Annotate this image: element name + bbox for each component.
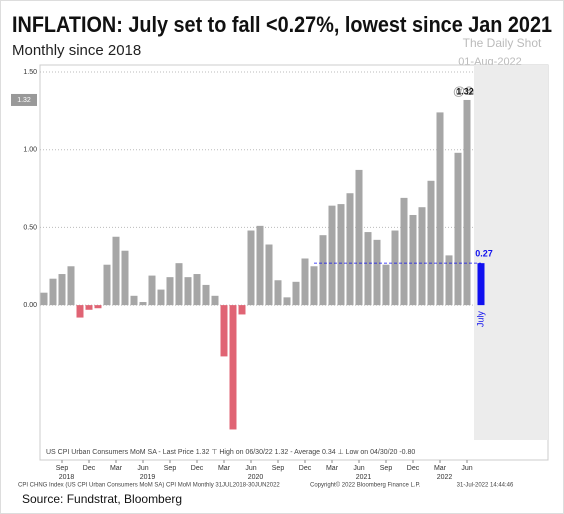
bar (220, 305, 228, 357)
x-tick-label: Jun (137, 465, 148, 472)
bar (346, 193, 354, 306)
bar (76, 305, 84, 318)
x-year-label: 2021 (356, 474, 372, 481)
x-tick-label: Dec (191, 465, 204, 472)
bar (202, 284, 210, 306)
source: Source: Fundstrat, Bloomberg (22, 492, 182, 506)
bar (184, 277, 192, 306)
chart-subtitle: Monthly since 2018 (12, 42, 141, 59)
x-year-label: 2020 (248, 474, 264, 481)
x-tick-label: Dec (299, 465, 312, 472)
bar (130, 295, 138, 306)
bar (409, 214, 417, 306)
bar (477, 263, 485, 306)
bar (175, 263, 183, 306)
bar (103, 264, 111, 306)
bar (292, 281, 300, 306)
forecast-area (474, 65, 548, 440)
bar (229, 305, 237, 430)
bar (112, 236, 120, 306)
x-tick-label: Sep (380, 465, 393, 472)
x-tick-label: July (475, 311, 485, 328)
chart-title: INFLATION: July set to fall <0.27%, lowe… (12, 12, 552, 37)
last-price-label: 1.32 (17, 97, 31, 104)
bar (247, 230, 255, 306)
x-tick-label: Jun (353, 465, 364, 472)
watermark: The Daily Shot (463, 36, 542, 50)
bar (373, 239, 381, 306)
bar (274, 280, 282, 306)
footer: Copyright© 2022 Bloomberg Finance L.P. (310, 482, 421, 489)
bar (418, 207, 426, 306)
bar (445, 255, 453, 306)
bar (382, 264, 390, 306)
x-tick-label: Mar (218, 465, 231, 472)
x-tick-label: Dec (407, 465, 420, 472)
y-tick-label: 0.50 (23, 224, 37, 231)
bar (310, 266, 318, 306)
data-label: 0.27 (475, 249, 493, 259)
bar (265, 244, 273, 306)
bar (49, 278, 57, 306)
y-tick-label: 0.00 (23, 302, 37, 309)
bar (427, 180, 435, 306)
bar (391, 230, 399, 306)
footer: 31-Jul-2022 14:44:46 (457, 483, 514, 489)
bar (211, 295, 219, 306)
bar (157, 289, 165, 306)
bar (40, 292, 48, 306)
footer: CPI CHNG Index (US CPI Urban Consumers M… (18, 483, 280, 489)
bar (301, 258, 309, 306)
bar (463, 99, 471, 306)
x-tick-label: Mar (326, 465, 339, 472)
bar (337, 204, 345, 306)
y-tick-label: 1.00 (23, 147, 37, 154)
x-tick-label: Mar (434, 465, 447, 472)
bar (436, 112, 444, 306)
bar (166, 277, 174, 306)
bar (328, 205, 336, 306)
x-year-label: 2019 (140, 474, 156, 481)
bar (355, 169, 363, 306)
x-tick-label: Dec (83, 465, 96, 472)
x-tick-label: Sep (56, 465, 69, 472)
bar (256, 225, 264, 306)
bar (94, 305, 102, 309)
legend: US CPI Urban Consumers MoM SA - Last Pri… (46, 449, 415, 456)
x-tick-label: Sep (164, 465, 177, 472)
x-tick-label: Sep (272, 465, 285, 472)
x-tick-label: Jun (461, 465, 472, 472)
data-label: 1.32 (456, 86, 474, 96)
bar (364, 232, 372, 306)
bar (400, 197, 408, 306)
bar (193, 274, 201, 306)
x-year-label: 2018 (59, 474, 75, 481)
x-tick-label: Jun (245, 465, 256, 472)
y-tick-label: 1.50 (23, 69, 37, 76)
bar (148, 275, 156, 306)
bar (454, 152, 462, 306)
bar (283, 297, 291, 306)
bar (67, 266, 75, 306)
bar (121, 250, 129, 306)
x-tick-label: Mar (110, 465, 123, 472)
bar (85, 305, 93, 310)
bar (238, 305, 246, 315)
last-price-box (11, 93, 37, 106)
bar (139, 302, 147, 306)
bar (319, 235, 327, 306)
x-year-label: 2022 (437, 474, 453, 481)
bar (58, 274, 66, 306)
